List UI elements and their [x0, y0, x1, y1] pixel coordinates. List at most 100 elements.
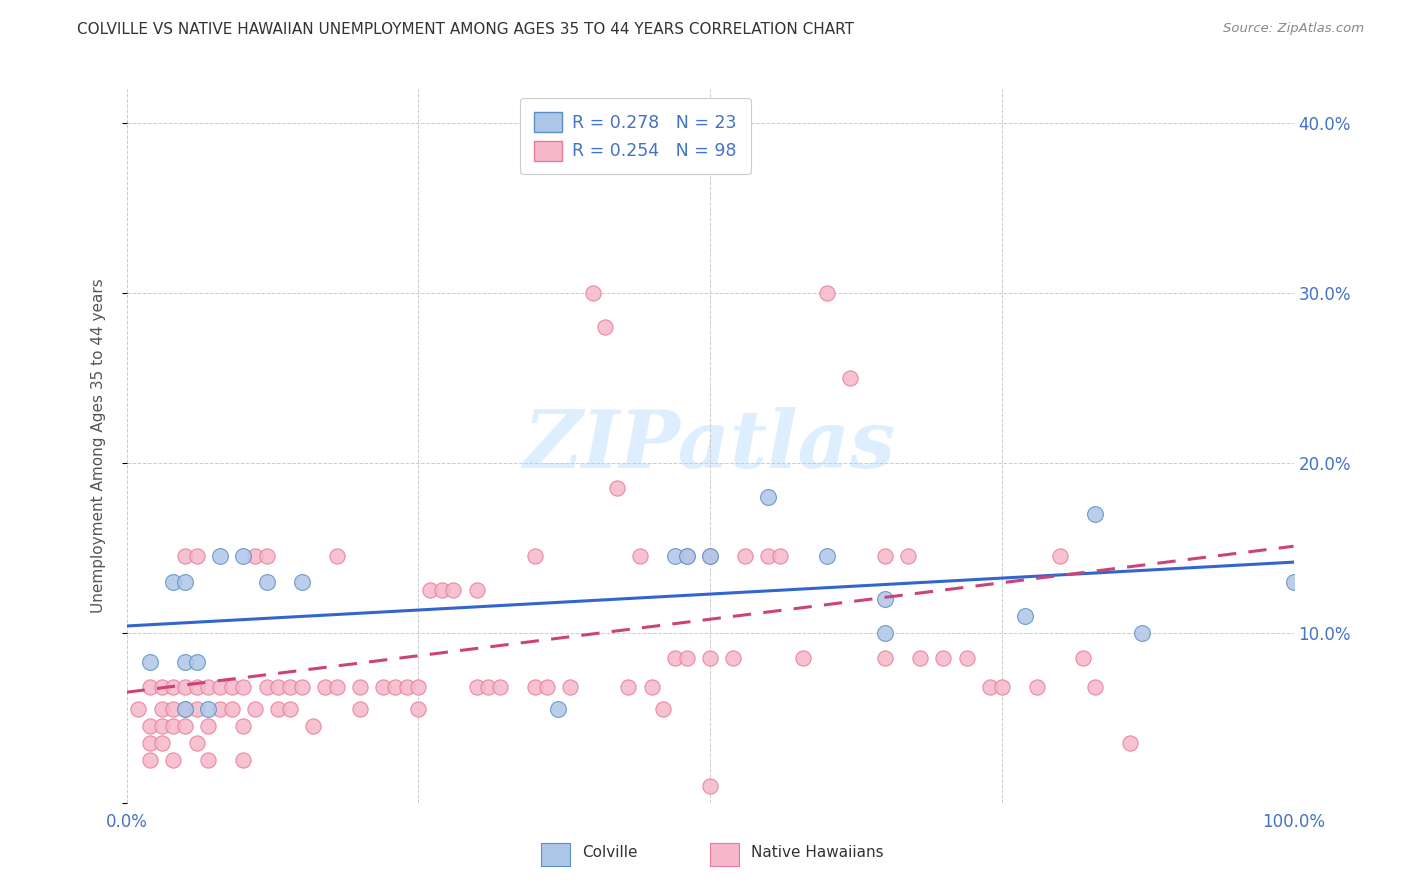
Point	[1282, 574, 1305, 589]
Point	[139, 719, 162, 733]
Y-axis label: Unemployment Among Ages 35 to 44 years: Unemployment Among Ages 35 to 44 years	[91, 278, 105, 614]
Point	[208, 702, 231, 716]
Point	[208, 549, 231, 564]
Point	[150, 736, 173, 750]
Point	[174, 655, 197, 669]
Point	[582, 286, 605, 301]
Point	[675, 549, 697, 564]
Point	[1119, 736, 1142, 750]
Point	[699, 651, 721, 665]
Point	[1084, 507, 1107, 521]
Point	[547, 702, 569, 716]
Point	[628, 549, 651, 564]
FancyBboxPatch shape	[710, 843, 740, 865]
Point	[699, 549, 721, 564]
Point	[756, 549, 779, 564]
Point	[139, 736, 162, 750]
Point	[769, 549, 792, 564]
Point	[675, 651, 697, 665]
Point	[430, 583, 453, 598]
Point	[1025, 680, 1047, 694]
Point	[127, 702, 149, 716]
Point	[232, 549, 254, 564]
Point	[441, 583, 464, 598]
Point	[232, 719, 254, 733]
Point	[699, 549, 721, 564]
Point	[349, 680, 371, 694]
Point	[1014, 608, 1036, 623]
Point	[558, 116, 581, 130]
Text: Colville: Colville	[582, 846, 637, 860]
Text: Native Hawaiians: Native Hawaiians	[751, 846, 883, 860]
Point	[256, 549, 278, 564]
Point	[186, 655, 208, 669]
Point	[1084, 680, 1107, 694]
Point	[174, 549, 197, 564]
Point	[523, 680, 546, 694]
Point	[723, 651, 745, 665]
Point	[908, 651, 931, 665]
Point	[256, 680, 278, 694]
Point	[162, 680, 184, 694]
Point	[221, 702, 243, 716]
Point	[186, 549, 208, 564]
Point	[162, 574, 184, 589]
Point	[267, 702, 290, 716]
Point	[314, 680, 336, 694]
Point	[558, 680, 581, 694]
Point	[956, 651, 979, 665]
Point	[232, 753, 254, 767]
Point	[162, 753, 184, 767]
Point	[162, 702, 184, 716]
Point	[477, 680, 499, 694]
Text: Source: ZipAtlas.com: Source: ZipAtlas.com	[1223, 22, 1364, 36]
Point	[197, 753, 219, 767]
Point	[465, 583, 488, 598]
Point	[243, 702, 266, 716]
Point	[302, 719, 325, 733]
Point	[162, 719, 184, 733]
Point	[792, 651, 814, 665]
Point	[221, 680, 243, 694]
Point	[675, 549, 697, 564]
Point	[325, 680, 347, 694]
Point	[875, 591, 897, 606]
Point	[267, 680, 290, 694]
Point	[875, 626, 897, 640]
Point	[489, 680, 512, 694]
Point	[208, 680, 231, 694]
Point	[197, 719, 219, 733]
Point	[349, 702, 371, 716]
Point	[174, 719, 197, 733]
Point	[278, 680, 301, 694]
Point	[186, 680, 208, 694]
Point	[465, 680, 488, 694]
Point	[839, 371, 862, 385]
Point	[756, 490, 779, 504]
Point	[150, 719, 173, 733]
Point	[1073, 651, 1095, 665]
Point	[593, 320, 616, 334]
Point	[815, 549, 838, 564]
Point	[278, 702, 301, 716]
Point	[523, 549, 546, 564]
Point	[139, 655, 162, 669]
Point	[606, 482, 628, 496]
FancyBboxPatch shape	[541, 843, 569, 865]
Point	[150, 680, 173, 694]
Point	[256, 574, 278, 589]
Point	[664, 651, 686, 665]
Point	[384, 680, 406, 694]
Point	[875, 651, 897, 665]
Point	[325, 549, 347, 564]
Point	[174, 702, 197, 716]
Point	[408, 680, 430, 694]
Point	[174, 680, 197, 694]
Point	[290, 680, 312, 694]
Point	[815, 286, 838, 301]
Point	[419, 583, 441, 598]
Point	[186, 702, 208, 716]
Point	[932, 651, 955, 665]
Point	[875, 549, 897, 564]
Point	[139, 680, 162, 694]
